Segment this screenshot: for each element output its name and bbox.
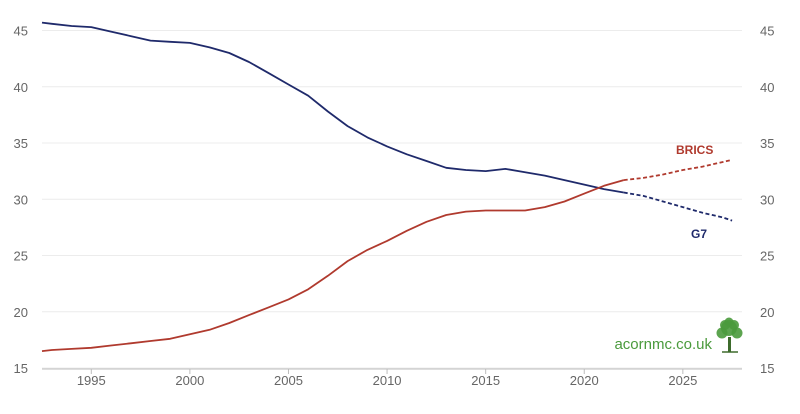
x-tick-label: 2025 <box>668 373 697 388</box>
right-y-axis: 15 20 25 30 35 40 45 <box>760 24 774 377</box>
gridlines <box>42 30 742 369</box>
g7-series-label: G7 <box>691 227 707 241</box>
watermark: acornmc.co.uk <box>614 317 743 353</box>
y-tick-label-left: 15 <box>14 361 28 376</box>
y-tick-label-left: 25 <box>14 249 28 264</box>
left-y-axis: 15 20 25 30 35 40 45 <box>14 24 28 377</box>
y-tick-label-left: 20 <box>14 305 28 320</box>
brics-line <box>41 179 624 352</box>
g7-line <box>41 21 624 194</box>
y-tick-label-right: 45 <box>760 24 774 39</box>
brics-projection-line <box>623 159 733 181</box>
y-tick-label-right: 15 <box>760 361 774 376</box>
x-tick-label: 2010 <box>373 373 402 388</box>
y-tick-label-right: 35 <box>760 136 774 151</box>
x-tick-label: 2000 <box>175 373 204 388</box>
g7-projection-line <box>623 191 733 222</box>
y-tick-label-left: 35 <box>14 136 28 151</box>
series-lines <box>41 21 733 352</box>
x-tick-label: 1995 <box>77 373 106 388</box>
x-axis: 1995 2000 2005 2010 2015 2020 2025 <box>42 368 742 388</box>
y-tick-label-left: 45 <box>14 24 28 39</box>
watermark-text: acornmc.co.uk <box>614 336 712 353</box>
x-tick-label: 2005 <box>274 373 303 388</box>
x-tick-label: 2020 <box>570 373 599 388</box>
y-tick-label-left: 30 <box>14 192 28 207</box>
series-labels: G7 BRICS <box>676 143 713 241</box>
y-tick-label-right: 20 <box>760 305 774 320</box>
y-tick-label-right: 25 <box>760 249 774 264</box>
y-tick-label-left: 40 <box>14 80 28 95</box>
oak-tree-icon <box>716 317 743 353</box>
y-tick-label-right: 30 <box>760 192 774 207</box>
brics-series-label: BRICS <box>676 143 713 157</box>
x-tick-label: 2015 <box>471 373 500 388</box>
y-tick-label-right: 40 <box>760 80 774 95</box>
